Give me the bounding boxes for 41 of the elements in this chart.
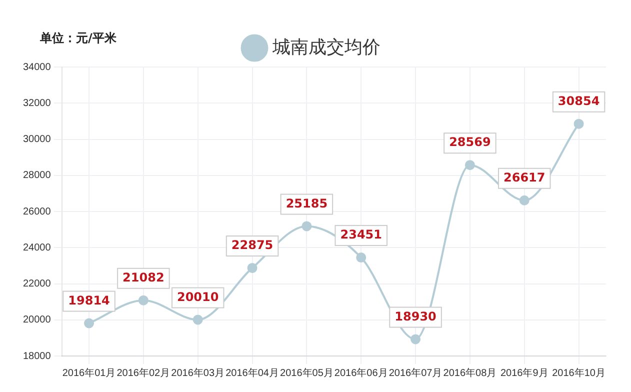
x-tick-label: 2016年06月 — [334, 366, 388, 379]
y-tick-label: 24000 — [22, 242, 52, 254]
y-tick-label: 30000 — [22, 134, 52, 145]
text: 单位：元/平米 — [40, 30, 116, 47]
point — [519, 195, 530, 206]
point — [247, 262, 258, 273]
point — [574, 118, 584, 129]
y-tick-label: 18000 — [22, 350, 52, 362]
x-tick-label: 2016年9月 — [500, 366, 548, 379]
x-tick-label: 2016年01月 — [62, 366, 116, 379]
point — [302, 221, 312, 232]
point — [410, 334, 421, 344]
x-tick-label: 2016年08月 — [443, 366, 497, 379]
x-tick-label: 2016年04月 — [226, 366, 279, 379]
data-label: 26617 — [503, 170, 546, 184]
data-label: 21082 — [122, 270, 164, 284]
data-label: 20010 — [176, 290, 219, 304]
y-tick-label: 32000 — [22, 98, 52, 109]
data-label: 28569 — [449, 135, 491, 150]
x-tick-label: 2016年10月 — [552, 366, 606, 379]
x-tick-label: 2016年05月 — [280, 366, 334, 379]
y-tick-label: 26000 — [22, 206, 52, 218]
x-tick-label: 2016年03月 — [171, 366, 225, 379]
data-label: 23451 — [340, 228, 382, 242]
data-label: 19814 — [68, 293, 110, 308]
data-label: 30854 — [558, 94, 600, 108]
point — [192, 314, 203, 325]
y-tick-label: 34000 — [22, 62, 52, 73]
y-tick-label: 20000 — [22, 314, 52, 326]
point — [84, 318, 94, 328]
point — [138, 295, 148, 306]
data-label: 22875 — [231, 238, 274, 252]
point — [464, 160, 475, 170]
data-label: 18930 — [394, 309, 436, 324]
y-tick-label: 22000 — [22, 278, 52, 290]
x-tick-label: 2016年07月 — [388, 366, 442, 379]
legend-label: 城南成交均价 — [272, 36, 380, 57]
data-label: 25185 — [286, 196, 328, 210]
y-tick-label: 28000 — [22, 170, 52, 182]
point — [356, 252, 366, 263]
x-tick-label: 2016年02月 — [116, 366, 170, 379]
